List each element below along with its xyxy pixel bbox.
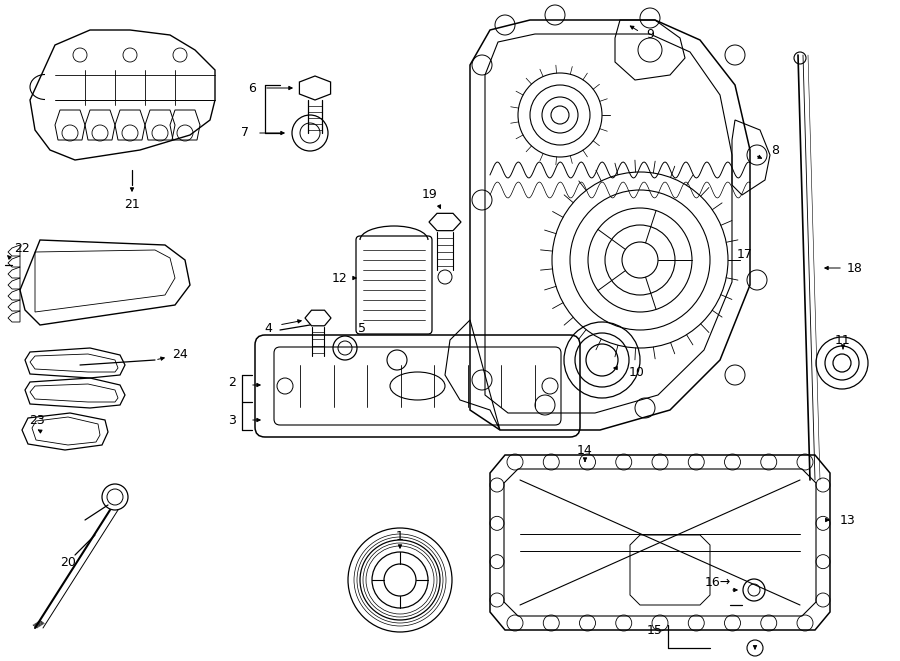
Text: 6: 6 — [248, 81, 256, 95]
Text: 5: 5 — [358, 321, 366, 334]
Text: 1: 1 — [396, 529, 404, 543]
Text: 7: 7 — [241, 126, 249, 139]
Text: 14: 14 — [577, 444, 593, 457]
Text: 15: 15 — [647, 623, 663, 637]
Text: 16→: 16→ — [705, 576, 731, 590]
Text: 12: 12 — [332, 272, 348, 284]
Text: 19: 19 — [422, 188, 438, 202]
Text: 21: 21 — [124, 198, 140, 212]
Text: 20: 20 — [60, 557, 76, 570]
Text: 10: 10 — [629, 366, 645, 379]
Text: 22: 22 — [14, 241, 30, 254]
Text: 8: 8 — [771, 143, 779, 157]
Text: 17: 17 — [737, 249, 753, 262]
Text: 9: 9 — [646, 28, 654, 42]
Text: 2: 2 — [228, 375, 236, 389]
Text: 23: 23 — [29, 414, 45, 426]
Text: 13: 13 — [840, 514, 856, 527]
Text: 11: 11 — [835, 334, 850, 346]
Text: 4: 4 — [264, 321, 272, 334]
Text: 3: 3 — [228, 414, 236, 426]
Text: 24: 24 — [172, 348, 188, 362]
Text: 18: 18 — [847, 262, 863, 274]
